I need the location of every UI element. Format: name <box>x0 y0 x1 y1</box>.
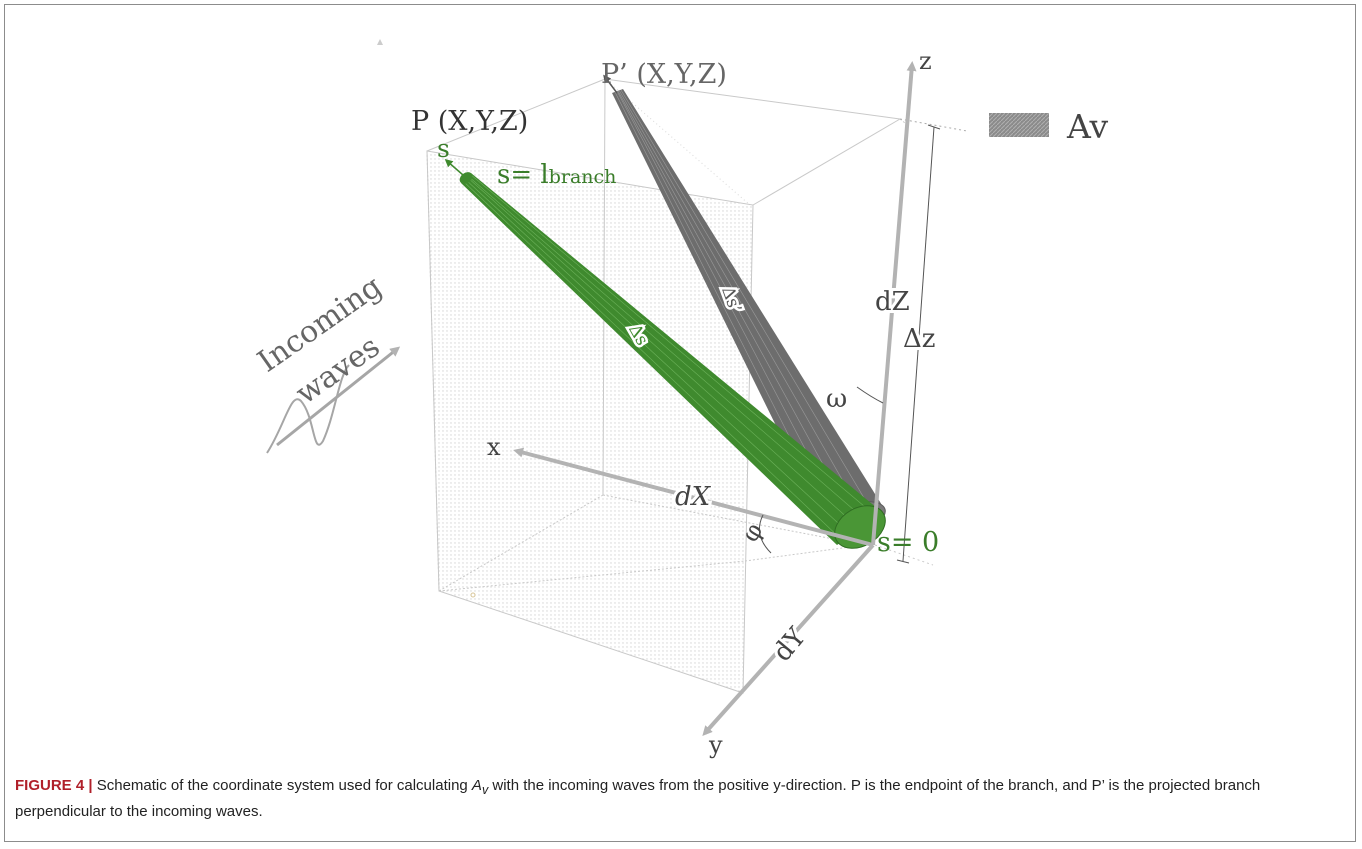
omega-label: ω <box>826 384 847 414</box>
incoming-waves-icon <box>266 346 401 454</box>
point-p-label: P (X,Y,Z) <box>411 106 528 137</box>
x-axis <box>513 447 874 547</box>
ground-line <box>874 544 934 566</box>
caption-separator: | <box>88 777 93 794</box>
coordinate-diagram: P (X,Y,Z) P’ (X,Y,Z) s s= lbranch s= 0 z… <box>252 39 1108 759</box>
s-direction-arrow <box>444 159 464 176</box>
dy-label: dY <box>767 622 812 668</box>
p-prime-arrow <box>603 74 618 94</box>
omega-arc <box>856 386 884 404</box>
caption-text-before: Schematic of the coordinate system used … <box>92 777 472 794</box>
figure-number: FIGURE 4 <box>15 777 85 794</box>
point-p-prime-label: P’ (X,Y,Z) <box>601 59 727 90</box>
delta-z-label: Δz <box>903 324 935 354</box>
caption-symbol: A <box>471 777 482 794</box>
y-axis <box>702 543 875 736</box>
small-tick-marker <box>377 39 383 45</box>
axis-y-label: y <box>708 731 723 759</box>
dz-label: dZ <box>875 287 910 317</box>
s-label: s <box>437 134 450 163</box>
s-start-label: s= 0 <box>877 527 939 558</box>
dx-label: dX <box>675 482 712 512</box>
figure-frame: P (X,Y,Z) P’ (X,Y,Z) s s= lbranch s= 0 z… <box>4 4 1356 842</box>
z-axis <box>871 61 917 546</box>
legend-swatch <box>989 113 1049 137</box>
axis-z-label: z <box>919 47 932 75</box>
axes <box>513 61 917 736</box>
caption-symbol-sub: v <box>481 783 489 797</box>
delta-z-dimension <box>896 124 941 564</box>
caption-text-after: with the incoming waves from the positiv… <box>15 777 1261 820</box>
axis-x-label: x <box>487 433 501 461</box>
origin-marker <box>470 592 476 598</box>
figure-caption: FIGURE 4 | Schematic of the coordinate s… <box>15 775 1345 822</box>
phi-arc <box>758 514 772 554</box>
legend-label: Av <box>1066 107 1108 146</box>
s-end-label: s= lbranch <box>497 160 616 190</box>
